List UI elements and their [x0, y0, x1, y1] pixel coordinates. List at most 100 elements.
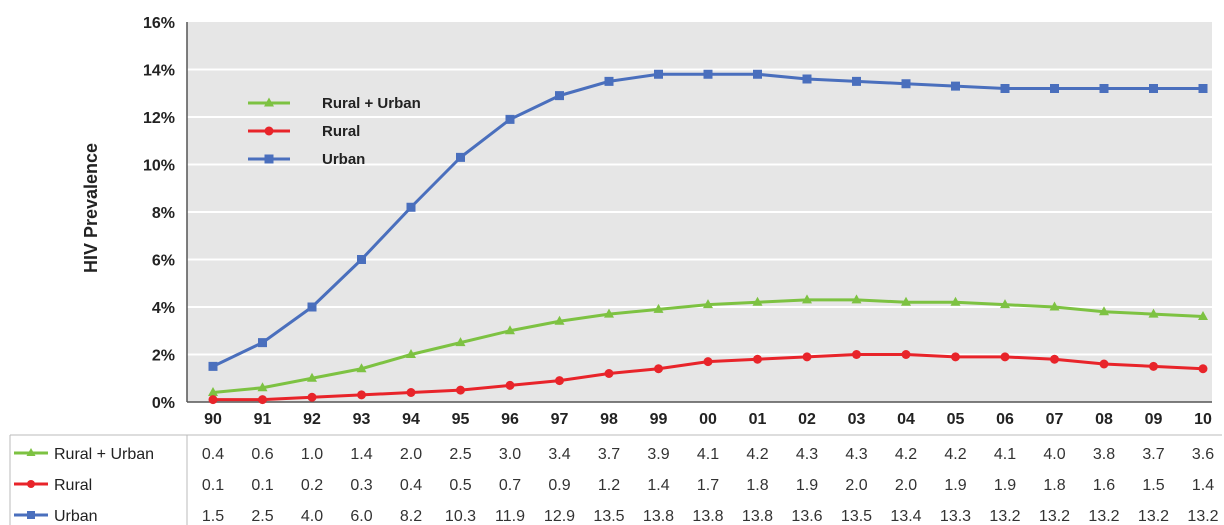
table-cell: 1.8	[1043, 477, 1065, 494]
data-point	[1198, 364, 1208, 374]
table-cell: 1.2	[598, 477, 620, 494]
data-point	[1050, 84, 1059, 93]
table-cell: 3.7	[1142, 446, 1164, 463]
data-table: Rural + Urban 0.4 0.6 1.0 1.4 2.0 2.5 3.0 3.4 3.7…	[9, 434, 1222, 525]
table-cell: 3.6	[1192, 446, 1214, 463]
table-cell: 0.4	[400, 477, 422, 494]
data-point	[307, 302, 317, 312]
table-cell: 4.2	[895, 446, 917, 463]
table-cell: 1.4	[647, 477, 669, 494]
table-cell: 4.1	[697, 446, 719, 463]
y-tick-label: 6%	[152, 253, 175, 270]
data-point	[851, 294, 862, 304]
table-cell: 8.2	[400, 508, 422, 525]
table-cell: 6.0	[350, 508, 372, 525]
data-point	[555, 376, 564, 386]
data-point	[852, 76, 861, 86]
x-tick-label: 00	[699, 411, 717, 428]
x-tick-label: 03	[848, 411, 866, 428]
data-point	[951, 81, 960, 91]
data-point	[258, 395, 267, 405]
data-point	[208, 387, 218, 396]
table-cell: 13.8	[742, 508, 773, 525]
data-point	[951, 352, 960, 362]
table-cell: 13.5	[841, 508, 872, 525]
legend-label: Rural + Urban	[322, 95, 421, 112]
data-point	[26, 448, 36, 456]
x-tick-label: 91	[254, 411, 272, 428]
y-tick-label: 2%	[152, 348, 175, 365]
data-point	[703, 357, 713, 367]
table-cell: 0.4	[202, 446, 224, 463]
x-tick-label: 94	[402, 411, 420, 428]
data-point	[1099, 306, 1109, 316]
data-point	[802, 352, 812, 362]
y-axis-ticks: 0% 2% 4% 6% 8% 10% 12% 14% 16%	[143, 15, 175, 412]
table-cell: 1.9	[994, 477, 1016, 494]
table-cell: 4.2	[944, 446, 966, 463]
x-tick-label: 01	[749, 411, 767, 428]
x-tick-label: 93	[353, 411, 371, 428]
data-point	[901, 350, 911, 359]
data-point	[802, 74, 812, 84]
data-point	[505, 380, 515, 390]
table-cell: 13.2	[1088, 508, 1119, 525]
data-point	[208, 395, 218, 405]
legend-label: Rural	[322, 123, 360, 140]
x-tick-label: 95	[452, 411, 470, 428]
table-cell: 0.2	[301, 477, 323, 494]
table-cell: 0.1	[251, 477, 273, 494]
data-point	[1099, 84, 1109, 93]
data-point	[307, 372, 317, 382]
table-cell: 13.3	[940, 508, 971, 525]
table-cell: 13.8	[643, 508, 674, 525]
table-cell: 0.6	[251, 446, 273, 463]
data-point	[456, 385, 465, 395]
table-cell: 1.4	[1192, 477, 1214, 494]
table-cell: 1.4	[350, 446, 372, 463]
data-point	[307, 392, 317, 402]
data-point	[604, 369, 614, 378]
table-cell: 4.0	[301, 508, 323, 525]
table-cell: 1.9	[944, 477, 966, 494]
data-point	[406, 202, 416, 212]
x-tick-label: 08	[1095, 411, 1113, 428]
x-tick-label: 97	[551, 411, 569, 428]
table-cell: 3.4	[548, 446, 570, 463]
legend: Rural + Urban Rural Urban	[248, 95, 421, 168]
data-point	[604, 308, 614, 318]
data-point	[264, 126, 274, 136]
data-point	[406, 388, 416, 397]
data-point	[357, 255, 366, 264]
table-cell: 4.3	[845, 446, 867, 463]
data-point	[208, 361, 218, 371]
table-cell: 2.0	[400, 446, 422, 463]
data-point	[1000, 299, 1010, 309]
table-cell: 13.2	[1039, 508, 1070, 525]
data-point	[555, 91, 564, 101]
x-tick-label: 98	[600, 411, 618, 428]
data-point	[950, 296, 961, 306]
data-point	[654, 364, 663, 374]
data-point	[264, 154, 274, 164]
x-tick-label: 99	[650, 411, 668, 428]
data-point	[257, 382, 268, 392]
table-cell: 4.1	[994, 446, 1016, 463]
table-cell: 1.5	[202, 508, 224, 525]
x-tick-label: 96	[501, 411, 519, 428]
x-tick-label: 07	[1046, 411, 1064, 428]
table-cell: 1.6	[1093, 477, 1115, 494]
data-point	[753, 354, 762, 364]
data-point	[802, 294, 812, 304]
data-point	[901, 296, 911, 306]
table-cell: 11.9	[495, 508, 525, 525]
data-point	[1000, 84, 1010, 93]
data-point	[703, 69, 713, 79]
data-point	[1099, 359, 1109, 369]
table-cell: 1.0	[301, 446, 323, 463]
series-markers	[208, 69, 1208, 405]
data-point	[901, 79, 911, 89]
data-point	[505, 114, 515, 124]
y-tick-label: 8%	[152, 205, 175, 222]
data-point	[1049, 301, 1060, 311]
